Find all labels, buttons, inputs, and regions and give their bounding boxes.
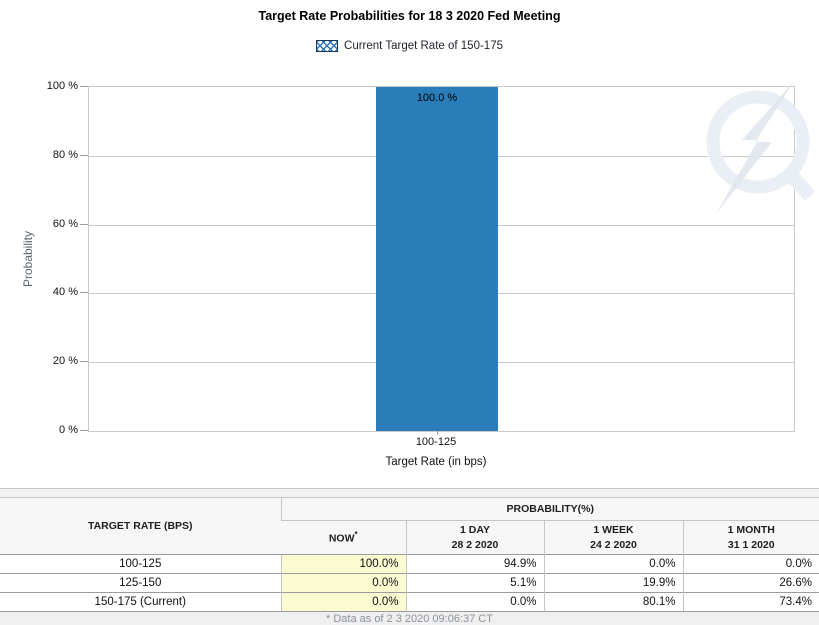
rate-cell: 125-150 <box>0 573 281 593</box>
col-header-1week-date: 24 2 2020 <box>590 538 637 551</box>
y-tick-label: 60 % <box>52 218 78 230</box>
now-cell: 0.0% <box>280 592 406 612</box>
rate-cell: 150-175 (Current) <box>0 592 281 612</box>
data-asof-footnote: * Data as of 2 3 2020 09:06:37 CT <box>0 612 819 625</box>
table-row: 125-150 0.0% 5.1% 19.9% 26.6% <box>0 573 819 593</box>
y-tick-mark <box>80 292 88 293</box>
col-group-header-probability: PROBABILITY(%) <box>280 498 819 521</box>
table-top-strip <box>0 488 819 498</box>
footnote-asterisk: * <box>354 529 358 539</box>
col-header-1day: 1 DAY 28 2 2020 <box>405 520 544 555</box>
col-header-1week: 1 WEEK 24 2 2020 <box>543 520 683 555</box>
week-cell: 19.9% <box>543 573 683 593</box>
legend-label: Current Target Rate of 150-175 <box>344 40 503 52</box>
week-cell: 0.0% <box>543 554 683 574</box>
month-cell: 26.6% <box>682 573 819 593</box>
x-tick-label: 100-125 <box>415 436 457 448</box>
col-header-1month: 1 MONTH 31 1 2020 <box>682 520 819 555</box>
chart-title: Target Rate Probabilities for 18 3 2020 … <box>258 9 561 23</box>
col-header-1day-label: 1 DAY <box>460 524 490 537</box>
col-header-1day-date: 28 2 2020 <box>451 538 499 551</box>
bar-value-label: 100.0 % <box>416 92 458 104</box>
y-axis-title: Probability <box>21 230 35 288</box>
y-tick-label: 80 % <box>52 149 78 161</box>
table-row: 150-175 (Current) 0.0% 0.0% 80.1% 73.4% <box>0 592 819 612</box>
day-cell: 94.9% <box>405 554 544 574</box>
y-tick-label: 20 % <box>52 355 78 367</box>
day-cell: 5.1% <box>405 573 544 593</box>
y-tick-mark <box>80 361 88 362</box>
col-header-now: NOW* <box>281 520 406 555</box>
month-cell: 73.4% <box>682 592 819 612</box>
crosshatch-swatch-icon <box>316 40 339 52</box>
day-cell: 0.0% <box>405 592 544 612</box>
table-row: 100-125 100.0% 94.9% 0.0% 0.0% <box>0 554 819 574</box>
month-cell: 0.0% <box>682 554 819 574</box>
y-tick-label: 40 % <box>52 286 78 298</box>
col-header-1month-date: 31 1 2020 <box>727 538 775 551</box>
chart-legend: Current Target Rate of 150-175 <box>0 40 819 52</box>
plot-area: 100.0 % <box>88 86 795 435</box>
y-tick-mark <box>80 224 88 225</box>
col-header-now-label: NOW <box>328 532 355 545</box>
probability-table-section: TARGET RATE (BPS) PROBABILITY(%) NOW* 1 … <box>0 488 819 625</box>
now-cell: 100.0% <box>280 554 406 574</box>
now-cell: 0.0% <box>280 573 406 593</box>
y-tick-mark <box>80 430 88 431</box>
col-header-1month-label: 1 MONTH <box>727 524 775 537</box>
y-tick-label: 100 % <box>46 80 78 92</box>
y-tick-mark <box>80 86 88 87</box>
col-header-1week-label: 1 WEEK <box>593 524 634 537</box>
rate-cell: 100-125 <box>0 554 281 574</box>
probability-bar: 100.0 % <box>376 87 498 431</box>
y-tick-mark <box>80 155 88 156</box>
col-header-target-rate: TARGET RATE (BPS) <box>0 498 281 555</box>
y-tick-label: 0 % <box>59 424 78 436</box>
x-axis-title: Target Rate (in bps) <box>385 456 487 468</box>
probability-table: TARGET RATE (BPS) PROBABILITY(%) NOW* 1 … <box>0 498 819 612</box>
week-cell: 80.1% <box>543 592 683 612</box>
x-tick-mark <box>437 431 438 435</box>
